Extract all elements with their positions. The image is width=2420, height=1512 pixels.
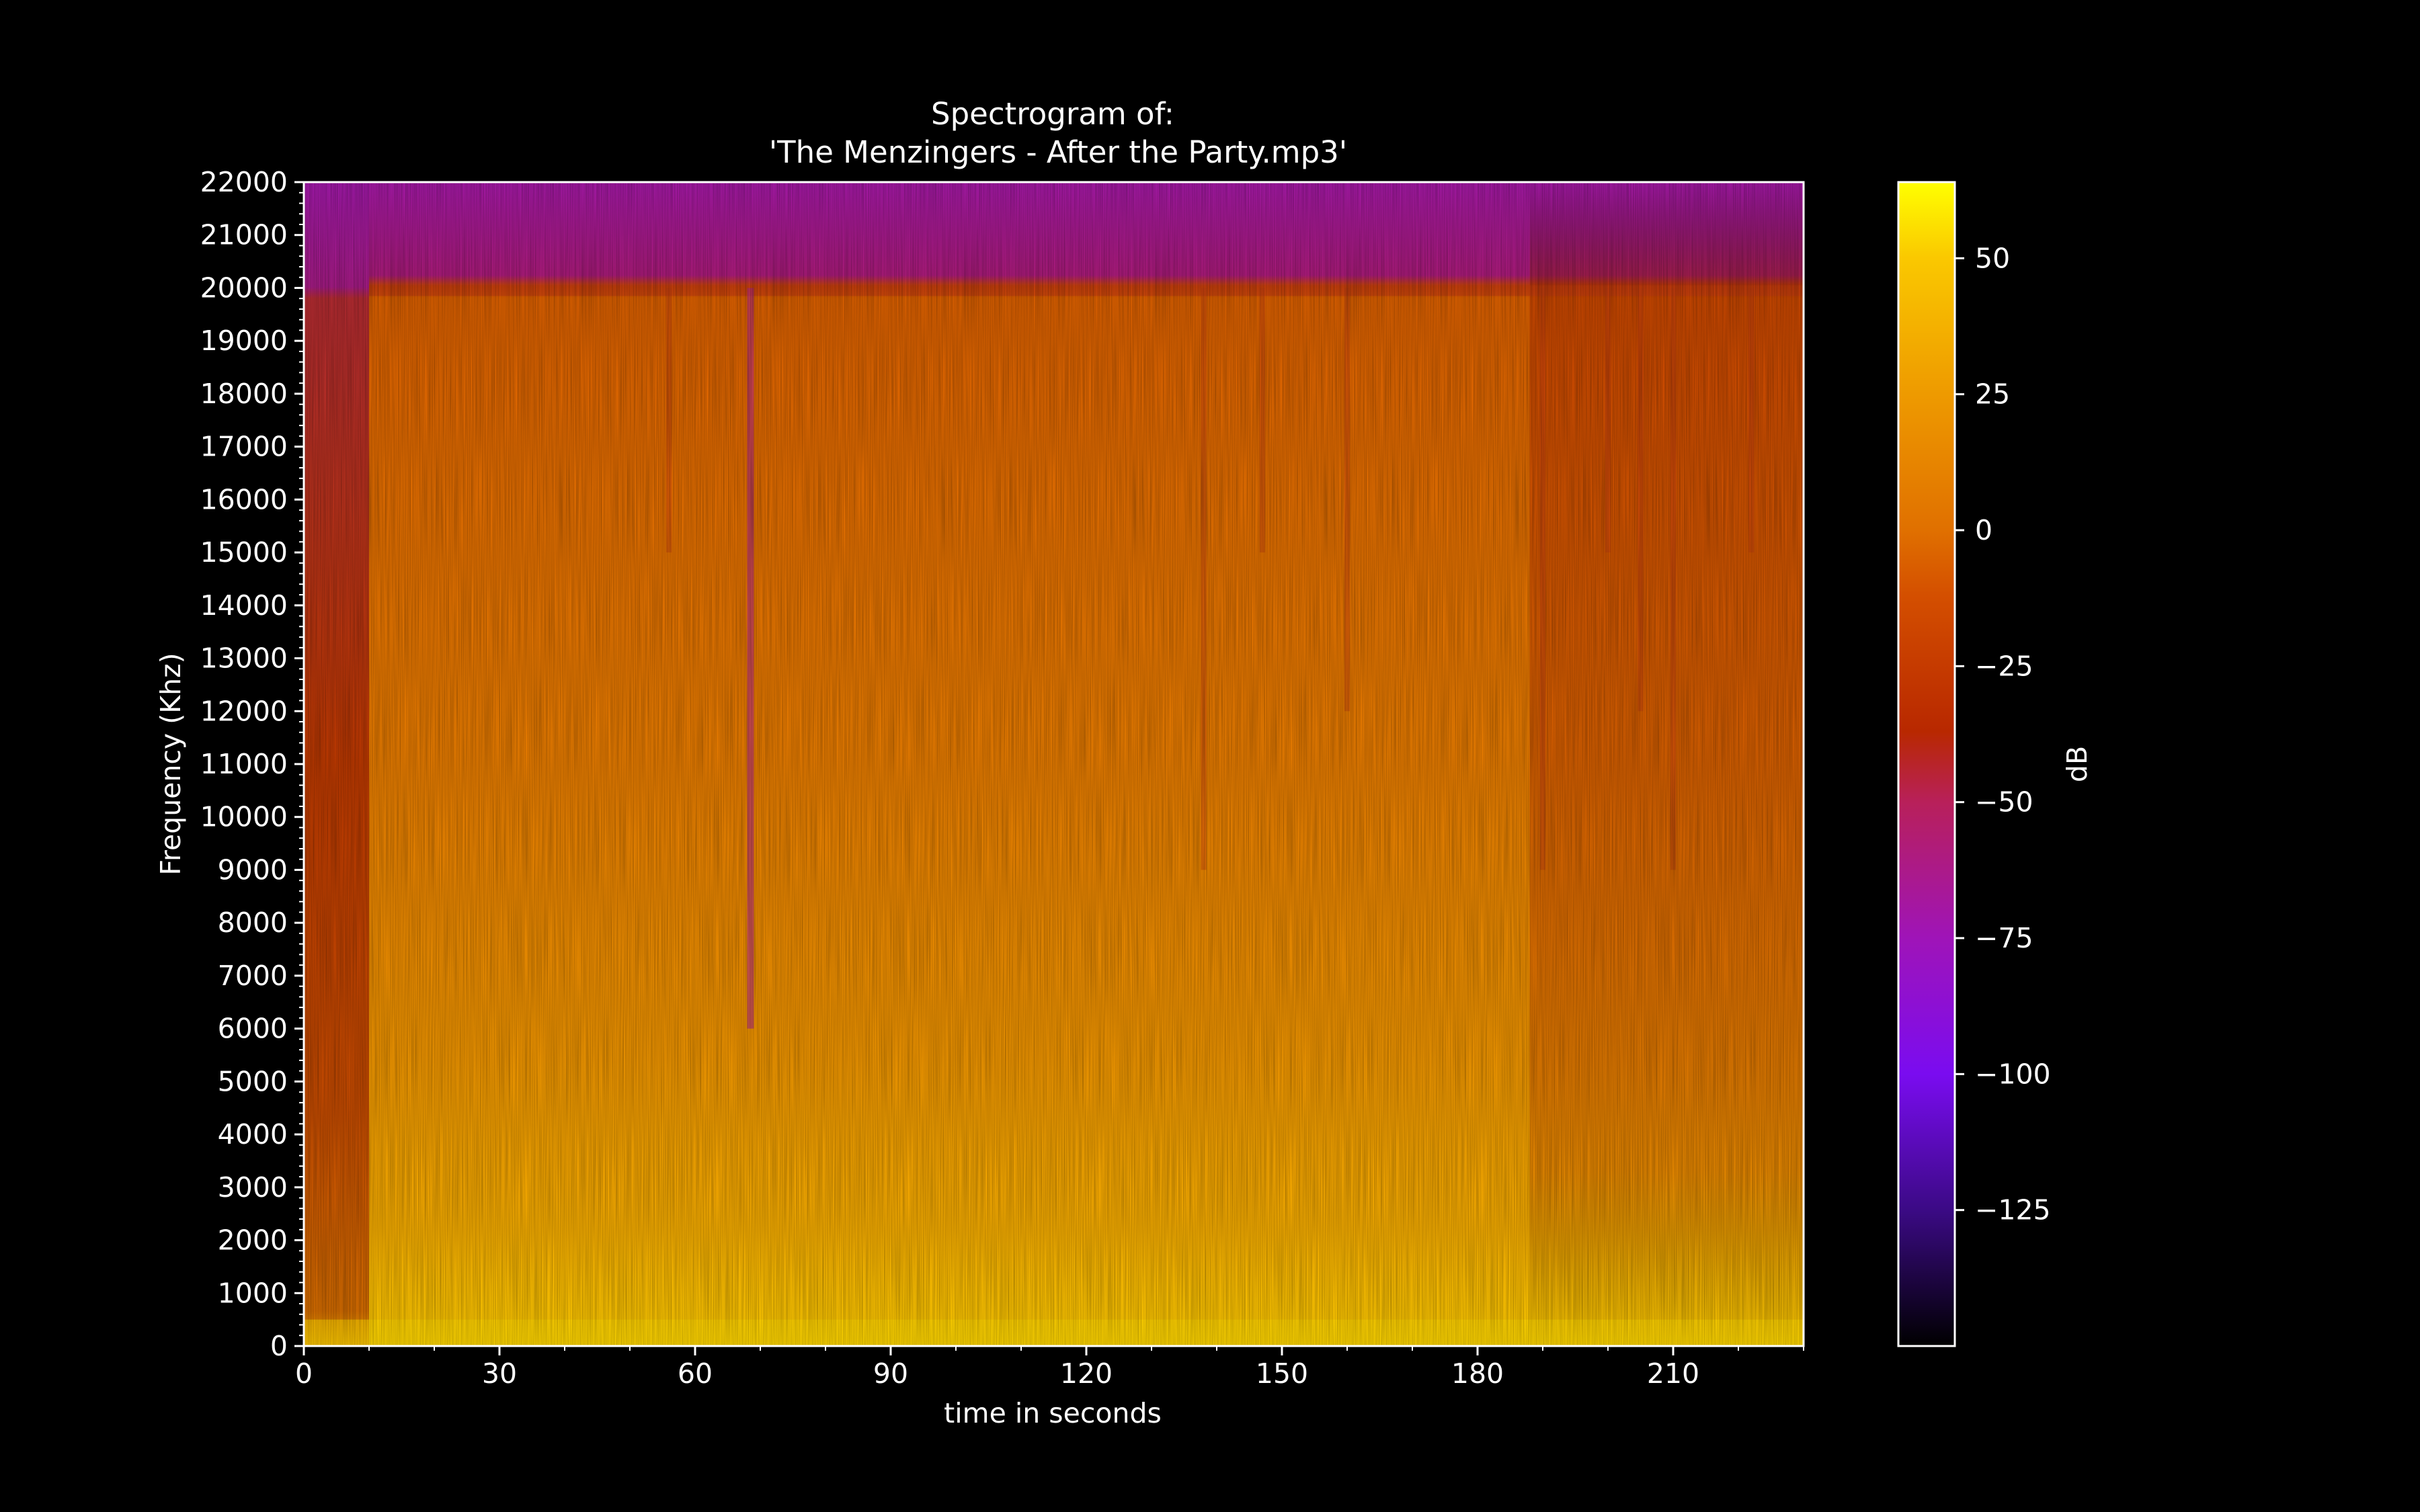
colorbar-gradient-strip: [1898, 182, 1955, 1346]
y-tick-label: 21000: [200, 219, 288, 251]
y-tick-label: 5000: [218, 1065, 288, 1097]
colorbar-tick-label: 0: [1975, 514, 1992, 546]
y-tick-label: 1000: [218, 1277, 288, 1309]
y-tick-label: 13000: [200, 642, 288, 675]
colorbar-tick-label: −125: [1975, 1194, 2051, 1226]
x-tick-label: 0: [295, 1357, 313, 1390]
y-tick-label: 17000: [200, 431, 288, 463]
y-tick-label: 16000: [200, 483, 288, 515]
colorbar-tick-label: −75: [1975, 922, 2033, 954]
x-axis: 0 30 60 90 120 150 180 210: [295, 1346, 1804, 1390]
chart-title-line-2: 'The Menzingers - After the Party.mp3': [769, 134, 1347, 170]
y-tick-label: 3000: [218, 1171, 288, 1204]
x-tick-label: 30: [482, 1357, 517, 1390]
y-tick-label: 2000: [218, 1224, 288, 1257]
colorbar: 50 25 0 −25 −50 −75 −100 −125: [1897, 181, 2051, 1347]
colorbar-tick-label: 25: [1975, 378, 2010, 411]
y-tick-label: 0: [270, 1330, 288, 1362]
y-tick-label: 4000: [218, 1118, 288, 1150]
x-tick-label: 90: [873, 1357, 908, 1390]
y-tick-label: 14000: [200, 589, 288, 622]
y-tick-label: 10000: [200, 801, 288, 833]
y-tick-label: 12000: [200, 695, 288, 727]
colorbar-tick-label: −50: [1975, 786, 2033, 818]
x-tick-label: 120: [1060, 1357, 1113, 1390]
y-tick-label: 18000: [200, 378, 288, 410]
y-tick-label: 19000: [200, 325, 288, 357]
colorbar-frame: [1897, 181, 1956, 1347]
y-tick-label: 20000: [200, 271, 288, 304]
colorbar-tick-label: −25: [1975, 650, 2033, 682]
y-tick-label: 9000: [218, 853, 288, 886]
y-tick-label: 22000: [200, 166, 288, 198]
chart-title-line-1: Spectrogram of:: [931, 96, 1174, 132]
x-tick-label: 150: [1256, 1357, 1308, 1390]
colorbar-label: dB: [2061, 746, 2093, 782]
colorbar-tick-label: −100: [1975, 1058, 2051, 1090]
x-tick-label: 210: [1647, 1357, 1699, 1390]
spectrogram-texture: [304, 182, 1804, 1346]
x-tick-label: 180: [1451, 1357, 1504, 1390]
y-axis: 0 1000 2000 3000 4000 5000 6000 7000 8000 9000 100…: [200, 166, 304, 1362]
y-tick-label: 15000: [200, 536, 288, 569]
y-tick-label: 7000: [218, 960, 288, 992]
colorbar-ticks: 50 25 0 −25 −50 −75 −100 −125: [1955, 242, 2051, 1226]
y-tick-label: 6000: [218, 1013, 288, 1045]
y-tick-label: 11000: [200, 748, 288, 780]
y-tick-label: 8000: [218, 907, 288, 939]
colorbar-tick-label: 50: [1975, 242, 2010, 274]
x-axis-label: time in seconds: [944, 1397, 1162, 1429]
x-tick-label: 60: [678, 1357, 713, 1390]
spectrogram-plot: [302, 181, 1805, 1347]
y-axis-label: Frequency (Khz): [155, 653, 187, 875]
